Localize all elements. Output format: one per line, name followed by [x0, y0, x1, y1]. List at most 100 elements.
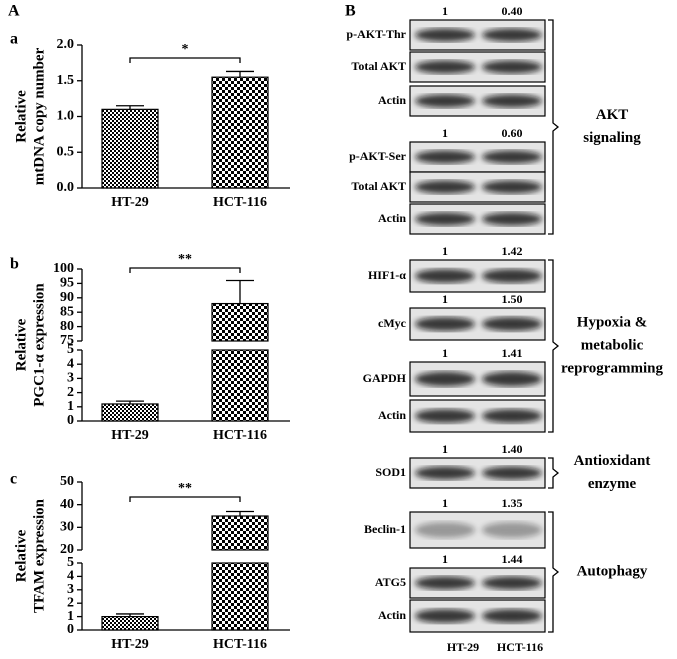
blot-row-label: HIF1-α — [368, 268, 406, 282]
blot-row-label: Actin — [378, 93, 406, 107]
x-tick-label: HT-29 — [111, 637, 149, 652]
blot-row-label: SOD1 — [375, 465, 406, 479]
blot-band — [482, 212, 542, 226]
y-tick-label: 0.5 — [57, 144, 75, 159]
panel-label: a — [10, 31, 18, 48]
y-tick-label: 90 — [60, 290, 74, 305]
x-tick-label: HT-29 — [111, 428, 149, 443]
group-bracket — [548, 511, 560, 633]
y-tick-label: 1.5 — [57, 73, 75, 88]
blot-band — [415, 94, 475, 108]
x-tick-label: HCT-116 — [213, 637, 267, 652]
blot-band — [482, 466, 542, 480]
blot-band — [482, 522, 542, 538]
bar — [101, 108, 159, 189]
y-tick-label: 0.0 — [57, 180, 75, 195]
group-bracket — [548, 259, 560, 433]
blot-band — [415, 268, 475, 284]
y-axis-label: Relative — [13, 318, 29, 371]
blot-band — [482, 608, 542, 624]
error-bar — [226, 510, 254, 516]
significance-bracket — [129, 496, 241, 502]
blot-band — [415, 316, 475, 332]
figure-label: A — [8, 3, 20, 20]
y-tick-label: 0 — [67, 622, 74, 637]
quantification: 1.40 — [502, 442, 523, 456]
blot-row-label: Actin — [378, 608, 406, 622]
y-tick-label: 95 — [60, 276, 74, 291]
y-tick-label: 4 — [67, 356, 74, 371]
y-tick-label: 85 — [60, 304, 74, 319]
quantification: 1 — [442, 126, 448, 140]
blot-row-label: p-AKT-Ser — [349, 149, 407, 163]
quantification: 1 — [442, 4, 448, 18]
blot-band — [482, 268, 542, 284]
bar — [211, 515, 269, 551]
y-tick-label: 30 — [60, 520, 74, 535]
bar — [211, 562, 269, 631]
error-bar — [226, 70, 254, 78]
blot-row-label: Actin — [378, 408, 406, 422]
quantification: 1 — [442, 442, 448, 456]
y-axis-label: Relative — [13, 529, 29, 582]
y-tick-label: 3 — [67, 371, 74, 386]
y-tick-label: 100 — [53, 261, 74, 276]
panel-label: b — [10, 256, 19, 273]
blot-band — [415, 28, 475, 42]
significance-bracket — [129, 57, 241, 63]
y-tick-label: 1.0 — [57, 109, 75, 124]
quantification: 1 — [442, 552, 448, 566]
group-label: enzyme — [588, 476, 637, 492]
group-label: Autophagy — [577, 563, 648, 579]
error-bar — [116, 105, 144, 110]
quantification: 1 — [442, 244, 448, 258]
group-label: reprogramming — [561, 360, 663, 376]
quantification: 1 — [442, 496, 448, 510]
y-tick-label: 2 — [67, 385, 74, 400]
y-tick-label: 50 — [60, 474, 74, 489]
y-tick-label: 2 — [67, 595, 74, 610]
y-tick-label: 80 — [60, 319, 74, 334]
blot-band — [415, 576, 475, 590]
y-tick-label: 40 — [60, 497, 74, 512]
quantification: 1.41 — [502, 346, 523, 360]
blot-band — [482, 94, 542, 108]
blot-band — [415, 180, 475, 194]
y-axis-label: mtDNA copy number — [31, 47, 47, 185]
y-axis-label: Relative — [13, 90, 29, 143]
blot-band — [415, 212, 475, 226]
significance-label: * — [182, 42, 189, 57]
error-bar — [116, 400, 144, 404]
significance-label: ** — [178, 252, 192, 267]
x-tick-label: HT-29 — [111, 195, 149, 210]
blot-row-label: GAPDH — [363, 371, 407, 385]
y-tick-label: 20 — [60, 542, 74, 557]
blot-row-label: Actin — [378, 211, 406, 225]
y-tick-label: 2.0 — [57, 37, 75, 52]
group-bracket — [548, 19, 560, 235]
bar — [211, 76, 269, 189]
y-tick-label: 1 — [67, 609, 74, 624]
blot-band — [415, 371, 475, 387]
y-tick-label: 5 — [67, 342, 74, 357]
quantification: 0.60 — [502, 126, 523, 140]
blot-band — [482, 180, 542, 194]
quantification: 1 — [442, 292, 448, 306]
y-tick-label: 75 — [60, 333, 74, 348]
bar — [101, 615, 159, 631]
blot-band — [415, 408, 475, 424]
blot-band — [415, 60, 475, 74]
blot-row-label: Total AKT — [351, 179, 406, 193]
blot-band — [482, 408, 542, 424]
blot-band — [482, 316, 542, 332]
blot-row-label: p-AKT-Thr — [346, 27, 406, 41]
group-label: Antioxidant — [574, 453, 651, 469]
error-bar — [226, 279, 254, 304]
error-bar — [116, 613, 144, 617]
y-tick-label: 1 — [67, 399, 74, 414]
bar — [101, 403, 159, 422]
y-tick-label: 4 — [67, 569, 74, 584]
significance-bracket — [129, 267, 241, 273]
group-label: AKT — [596, 107, 629, 123]
quantification: 0.40 — [502, 4, 523, 18]
